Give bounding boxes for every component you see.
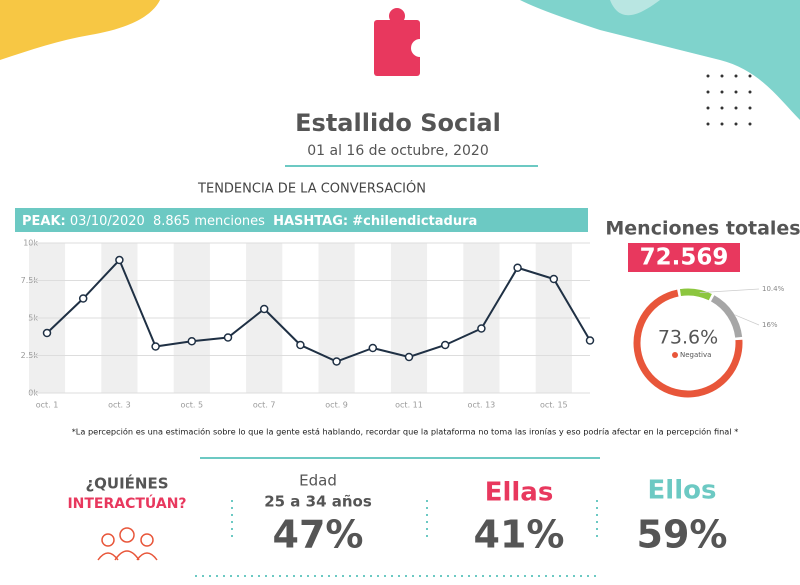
point: [151, 342, 160, 351]
point: [259, 304, 269, 314]
totals-label: Menciones totales: [605, 218, 800, 240]
puzzle-notch: [411, 39, 429, 57]
point: [404, 352, 414, 362]
hashtag: #chilendictadura: [352, 214, 477, 229]
men-label: Ellos: [648, 476, 717, 506]
center-label: Negativa: [680, 351, 711, 359]
donut-segment: [679, 288, 712, 301]
peak-date: 03/10/2020: [70, 214, 145, 229]
footnote: *La percepción es una estimación sobre l…: [72, 427, 739, 437]
peak-label: PEAK:: [22, 214, 66, 229]
x-tick-label: oct. 1: [36, 401, 59, 410]
x-tick-label: oct. 7: [253, 401, 276, 410]
totals-value: 72.569: [640, 245, 729, 271]
totals-box: [628, 243, 740, 272]
age-range: 25 a 34 años: [264, 493, 372, 511]
leader-line: [699, 288, 760, 293]
x-tick-label: oct. 15: [540, 401, 568, 410]
blob-light: [610, 0, 660, 16]
title: Estallido Social: [295, 109, 501, 137]
point: [223, 333, 233, 342]
who-line-1: ¿QUIÉNES: [85, 474, 168, 493]
point: [296, 340, 305, 350]
segment-label: 10.4%: [762, 285, 785, 293]
x-tick-label: oct. 13: [468, 401, 496, 410]
point: [42, 328, 52, 338]
point: [585, 336, 595, 345]
age-value: 47%: [273, 513, 364, 557]
puzzle-icon: [374, 8, 420, 76]
blob-teal: [520, 0, 800, 120]
leader-line: [734, 314, 760, 326]
hashtag-label: HASHTAG:: [273, 214, 348, 229]
point: [477, 324, 486, 333]
x-tick-label: oct. 5: [180, 401, 203, 410]
women-value: 41%: [474, 513, 565, 557]
donut-segment: [633, 289, 743, 398]
donut-chart: 10.4% 16% 73.6% Negativa: [633, 285, 785, 398]
blob-yellow: [0, 0, 160, 60]
line: [46, 258, 591, 363]
banner: [15, 208, 588, 232]
donut-segment: [710, 295, 743, 338]
point: [549, 274, 559, 284]
age-label: Edad: [299, 472, 337, 490]
legend-dot: [672, 352, 678, 358]
center-value: 73.6%: [658, 327, 718, 349]
point: [368, 343, 378, 353]
point: [440, 340, 450, 350]
people-icon: [97, 527, 158, 561]
dot-grid: [706, 74, 752, 126]
women-label: Ellas: [485, 478, 554, 508]
point: [513, 263, 522, 272]
segment-label: 16%: [762, 321, 778, 329]
section-title: TENDENCIA DE LA CONVERSACIÓN: [197, 181, 426, 197]
x-tick-label: oct. 9: [325, 401, 348, 410]
men-value: 59%: [637, 513, 728, 557]
point: [115, 255, 124, 265]
x-tick-label: oct. 3: [108, 401, 131, 410]
point: [187, 337, 197, 346]
peak-mentions: 8.865 menciones: [153, 214, 265, 229]
banner-text: PEAK: 03/10/2020 8.865 menciones HASHTAG…: [22, 214, 477, 229]
point: [332, 357, 341, 366]
point: [78, 294, 88, 303]
x-tick-label: oct. 11: [395, 401, 423, 410]
who-line-2: INTERACTÚAN?: [67, 494, 186, 512]
subtitle: 01 al 16 de octubre, 2020: [307, 143, 489, 159]
